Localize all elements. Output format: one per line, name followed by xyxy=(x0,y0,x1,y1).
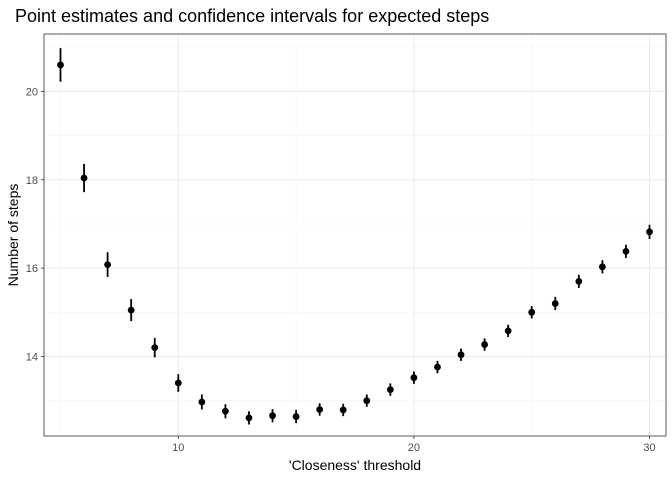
y-axis-title: Number of steps xyxy=(5,184,21,287)
data-point-3 xyxy=(127,306,135,314)
data-point-9 xyxy=(269,412,276,420)
data-point-14 xyxy=(386,386,394,394)
data-point-6 xyxy=(198,398,206,406)
x-axis-title: 'Closeness' threshold xyxy=(289,457,421,473)
y-tick-label: 20 xyxy=(26,86,38,98)
data-point-23 xyxy=(598,263,606,271)
data-point-4 xyxy=(151,344,159,352)
y-axis-ticks: 14 16 18 20 xyxy=(26,86,44,363)
data-point-2 xyxy=(104,261,112,268)
x-tick-label: 30 xyxy=(643,442,655,454)
y-tick-label: 18 xyxy=(26,175,38,187)
x-axis-ticks: 10 20 30 xyxy=(172,436,656,454)
data-point-16 xyxy=(434,363,441,371)
y-tick-label: 14 xyxy=(26,351,38,363)
chart-title: Point estimates and confidence intervals… xyxy=(15,6,489,26)
y-tick-label: 16 xyxy=(26,263,38,275)
data-point-7 xyxy=(222,407,229,415)
data-point-25 xyxy=(646,228,653,236)
data-point-5 xyxy=(174,379,182,387)
data-point-21 xyxy=(551,300,559,307)
data-point-1 xyxy=(80,174,88,182)
data-point-15 xyxy=(410,374,418,382)
plot-panel xyxy=(44,34,666,436)
minor-gridlines xyxy=(44,34,666,436)
panel-border xyxy=(43,33,667,437)
data-point-20 xyxy=(528,308,536,316)
data-point-18 xyxy=(481,341,488,348)
data-point-22 xyxy=(575,277,583,285)
data-point-8 xyxy=(245,414,253,422)
data-point-12 xyxy=(339,406,347,414)
data-point-24 xyxy=(622,247,630,255)
data-point-10 xyxy=(292,413,300,420)
data-point-0 xyxy=(57,61,64,69)
data-point-13 xyxy=(363,397,371,405)
data-point-17 xyxy=(457,351,465,359)
data-point-19 xyxy=(504,327,512,335)
x-tick-label: 20 xyxy=(408,442,420,454)
data-points xyxy=(57,61,653,422)
major-gridlines xyxy=(44,34,666,436)
data-point-11 xyxy=(316,406,324,413)
x-tick-label: 10 xyxy=(172,442,184,454)
